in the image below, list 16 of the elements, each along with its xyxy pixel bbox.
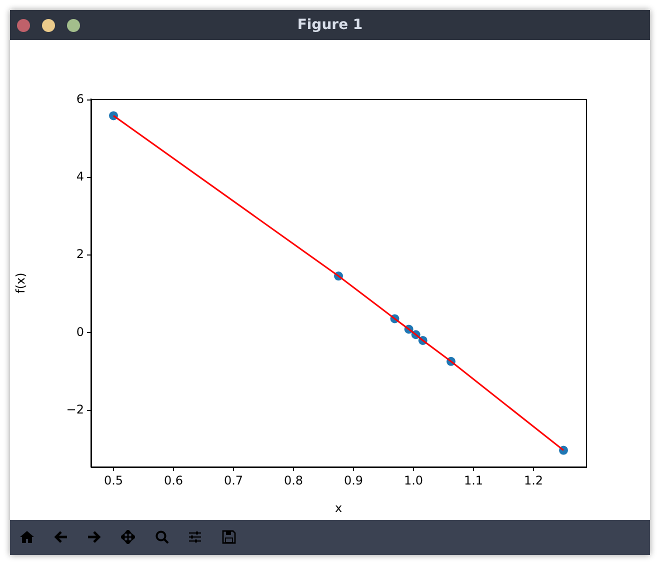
- x-tick-label: 1.2: [524, 473, 544, 488]
- y-tick-label: 4: [76, 170, 84, 184]
- y-axis-title: f(x): [13, 272, 28, 294]
- y-tick-label: 0: [76, 324, 84, 339]
- caption: Figure 1: [296, 17, 364, 33]
- x-tick-label: 0.5: [104, 473, 124, 488]
- x-tick-label: 0.9: [344, 473, 364, 488]
- x-tick-label: 1.1: [464, 473, 484, 488]
- x-tick-label: 0.8: [284, 473, 304, 488]
- x-tick-label: 0.7: [224, 473, 244, 488]
- y-tick-label: 2: [76, 247, 84, 262]
- x-tick-label: 1.0: [404, 473, 424, 488]
- y-tick-label: 6: [76, 92, 84, 106]
- x-axis-title: x: [334, 500, 342, 515]
- y-tick-label: −2: [66, 402, 84, 416]
- x-tick-label: 0.6: [164, 473, 184, 488]
